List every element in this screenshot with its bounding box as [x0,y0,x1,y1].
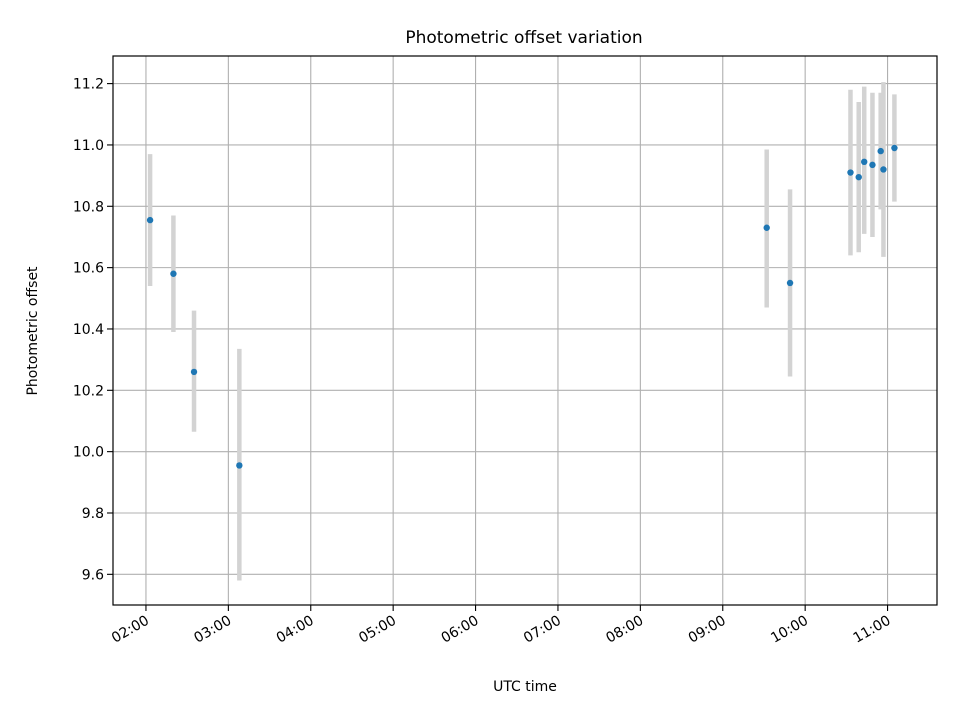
plot-frame [112,55,938,606]
y-tick-label: 9.8 [82,506,104,522]
y-tick-label: 11.0 [73,138,104,154]
data-point [861,158,868,166]
data-point [786,279,794,287]
data-point [170,270,177,277]
data-point [869,161,876,169]
y-tick-label: 10.6 [73,261,104,277]
data-points [146,144,898,469]
data-point [236,462,243,469]
x-axis-label: UTC time [493,679,557,695]
data-point [877,147,884,155]
y-tick-label: 10.2 [73,383,104,399]
data-point [855,173,862,181]
y-axis-label: Photometric offset [25,266,41,396]
y-tick-label: 10.8 [73,199,104,215]
y-tick-label: 10.4 [73,322,104,338]
data-point [891,144,898,152]
data-point [847,169,854,176]
data-point [763,224,770,231]
y-axis-ticks: 9.6 9.8 10.0 10.2 10.4 10.6 10.8 11.0 11.2 [73,77,113,583]
y-tick-label: 10.0 [73,445,104,461]
data-point [190,368,198,376]
y-tick-label: 11.2 [73,77,104,93]
chart-title: Photometric offset variation [405,28,642,48]
y-tick-label: 9.6 [82,567,104,583]
data-point [146,216,154,224]
grid [113,56,937,605]
data-point [880,166,887,173]
